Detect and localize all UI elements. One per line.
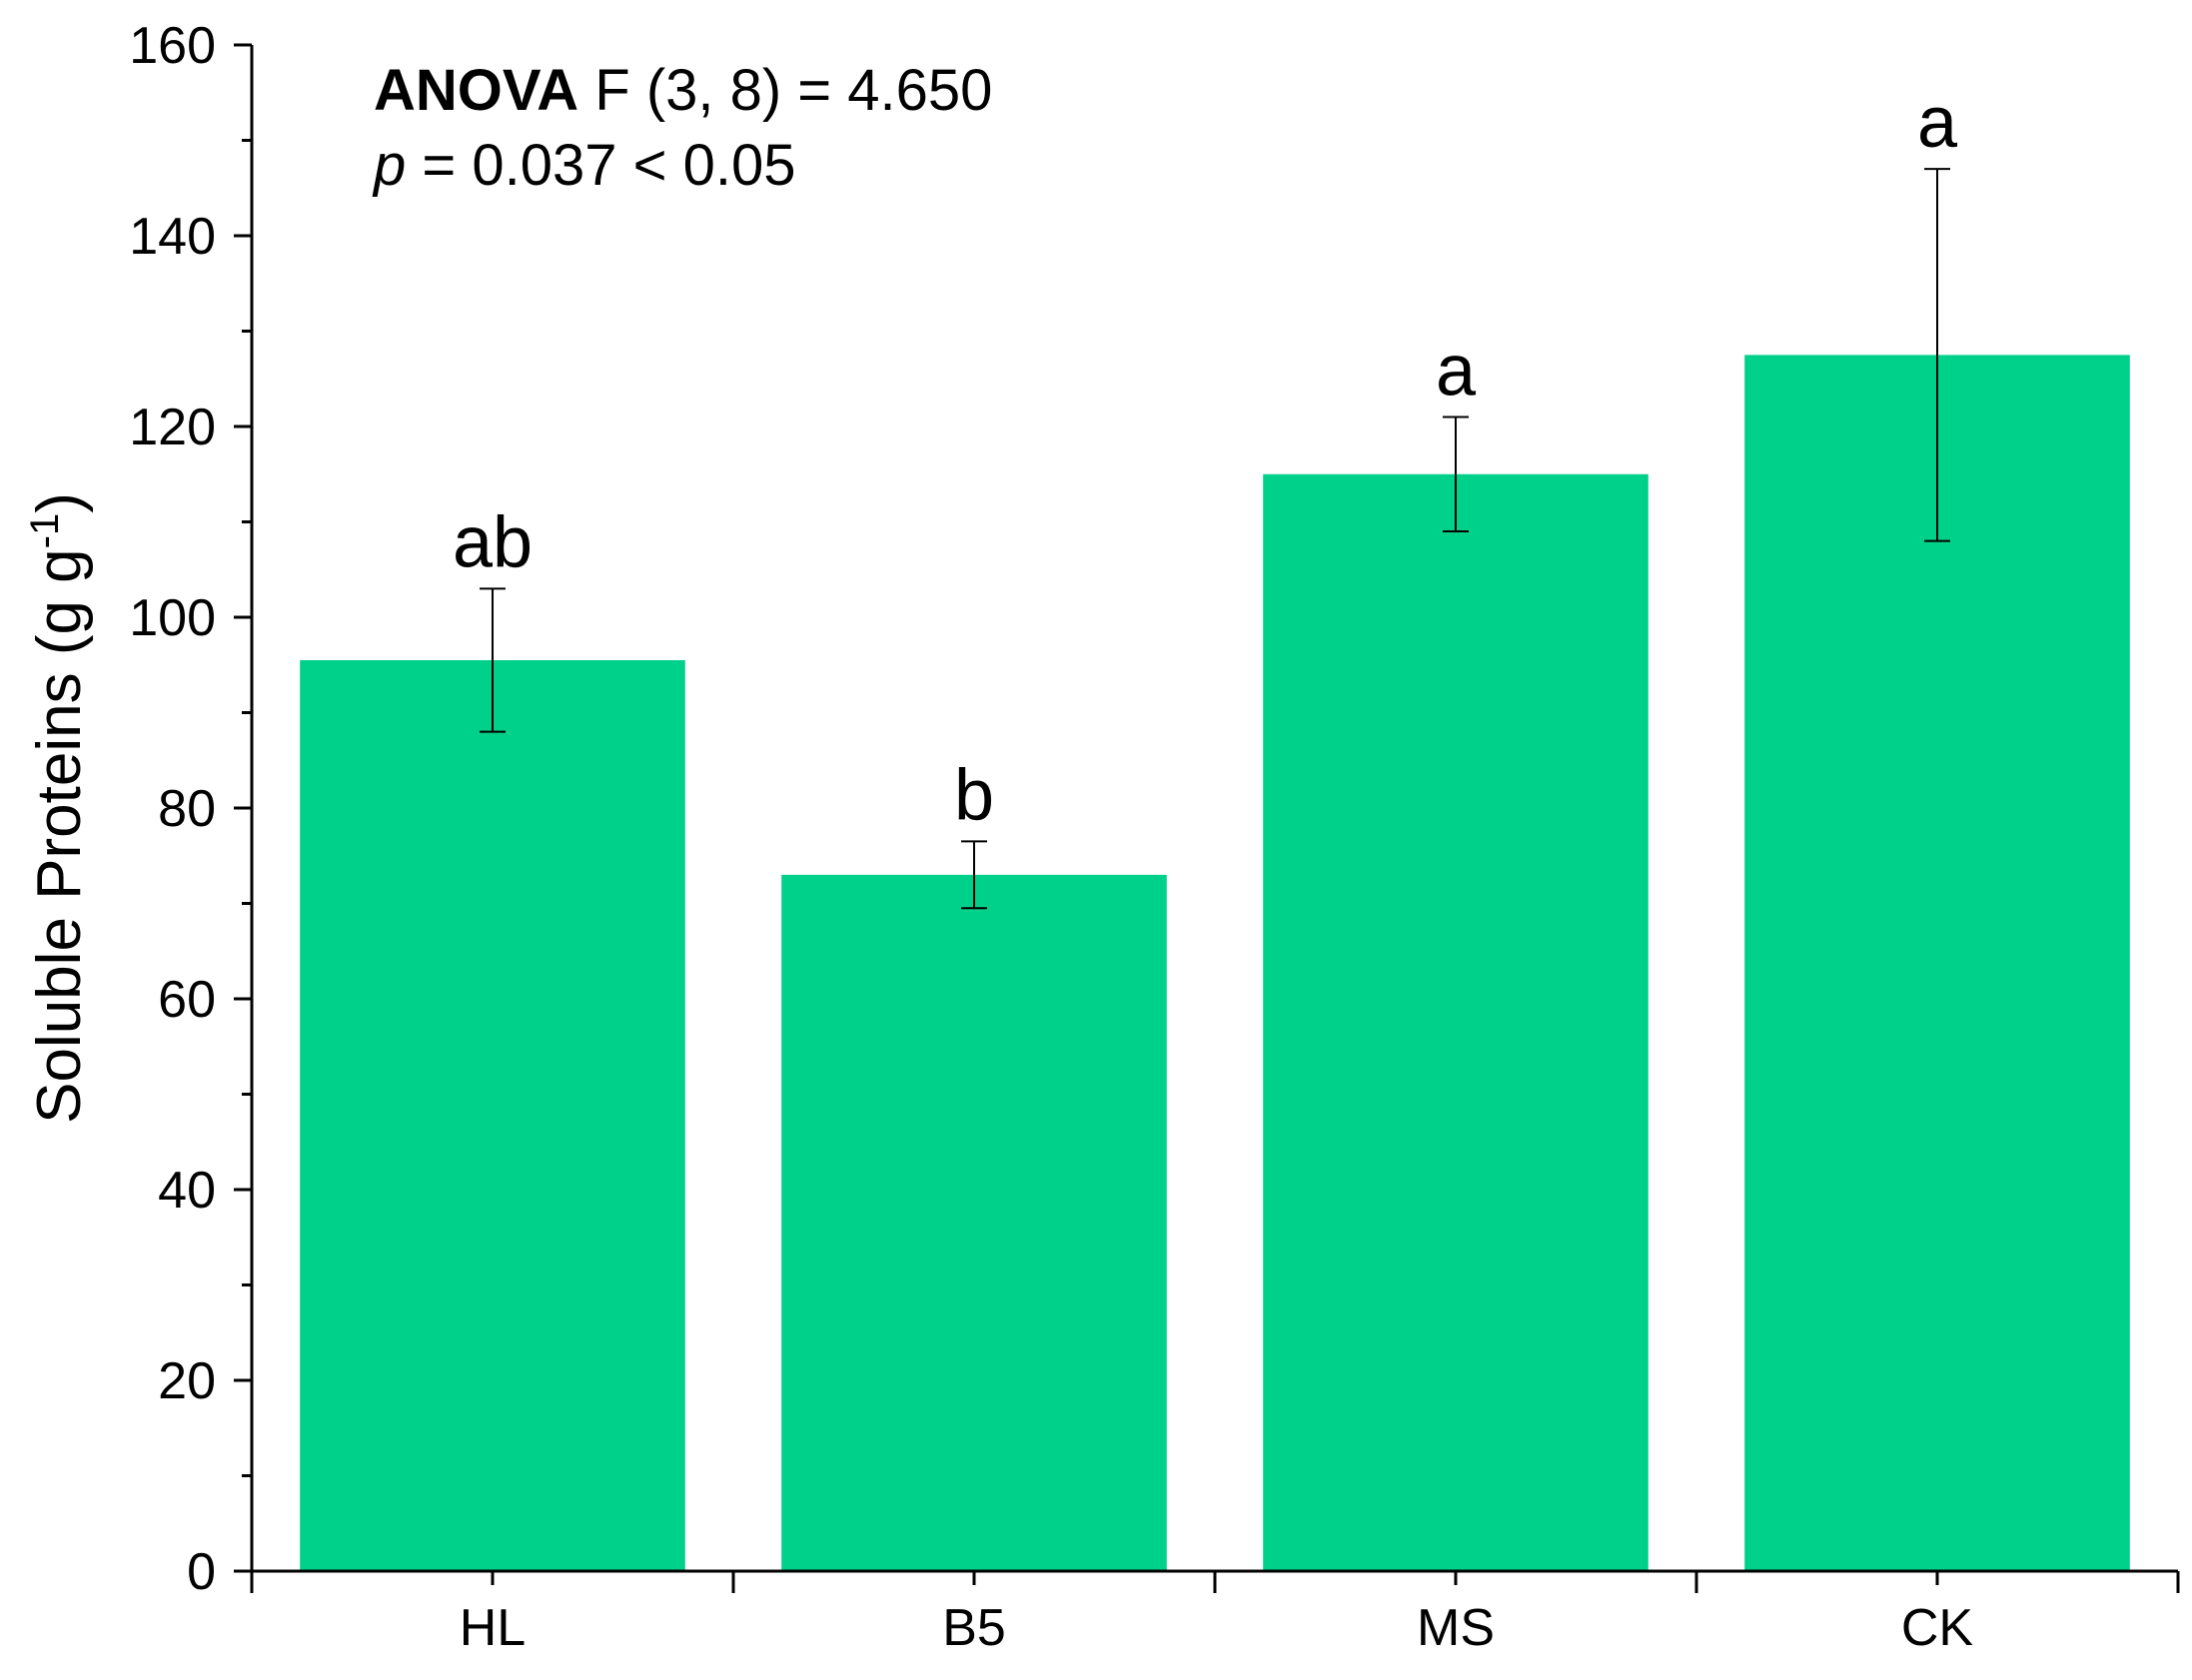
y-tick-label: 40 <box>158 1162 216 1220</box>
significance-letter-ms: a <box>1436 331 1477 411</box>
significance-letters: ab b a a <box>453 83 1958 835</box>
y-axis-label-close: ) <box>25 492 94 513</box>
y-tick-label: 80 <box>158 780 216 838</box>
bar-b5 <box>781 874 1167 1571</box>
p-symbol: p <box>372 133 406 198</box>
bar-ms <box>1263 473 1648 1571</box>
significance-letter-ck: a <box>1917 83 1958 163</box>
anova-statistic: F (3, 8) = 4.650 <box>578 58 992 123</box>
y-axis-label: Soluble Proteins (g g-1) <box>23 492 94 1124</box>
y-tick-label: 140 <box>129 208 216 266</box>
y-tick-label: 60 <box>158 971 216 1029</box>
x-tick-label-b5: B5 <box>942 1599 1006 1657</box>
error-bars <box>480 168 1950 910</box>
bar-ck <box>1744 355 2130 1571</box>
x-tick-label-hl: HL <box>460 1599 526 1657</box>
significance-letter-hl: ab <box>453 502 533 582</box>
x-axis-ticks: HL B5 MS CK <box>250 1571 2180 1657</box>
anova-line-2: p = 0.037 < 0.05 <box>372 133 796 198</box>
anova-label: ANOVA <box>374 58 578 123</box>
y-tick-label: 120 <box>129 399 216 456</box>
bars <box>300 355 2130 1571</box>
y-tick-label: 100 <box>129 589 216 647</box>
p-value: = 0.037 < 0.05 <box>406 133 795 198</box>
x-tick-label-ms: MS <box>1417 1599 1495 1657</box>
y-tick-label: 20 <box>158 1352 216 1410</box>
y-axis-label-superscript: -1 <box>23 513 67 549</box>
y-tick-label: 0 <box>187 1543 216 1601</box>
y-tick-label: 160 <box>129 17 216 75</box>
bar-hl <box>300 659 685 1571</box>
y-axis-label-main: Soluble Proteins (g g <box>25 548 94 1124</box>
anova-line-1: ANOVA F (3, 8) = 4.650 <box>374 58 992 123</box>
significance-letter-b5: b <box>954 755 994 835</box>
x-tick-label-ck: CK <box>1901 1599 1974 1657</box>
y-axis-ticks: 0 20 40 60 80 100 120 140 160 <box>129 17 252 1601</box>
